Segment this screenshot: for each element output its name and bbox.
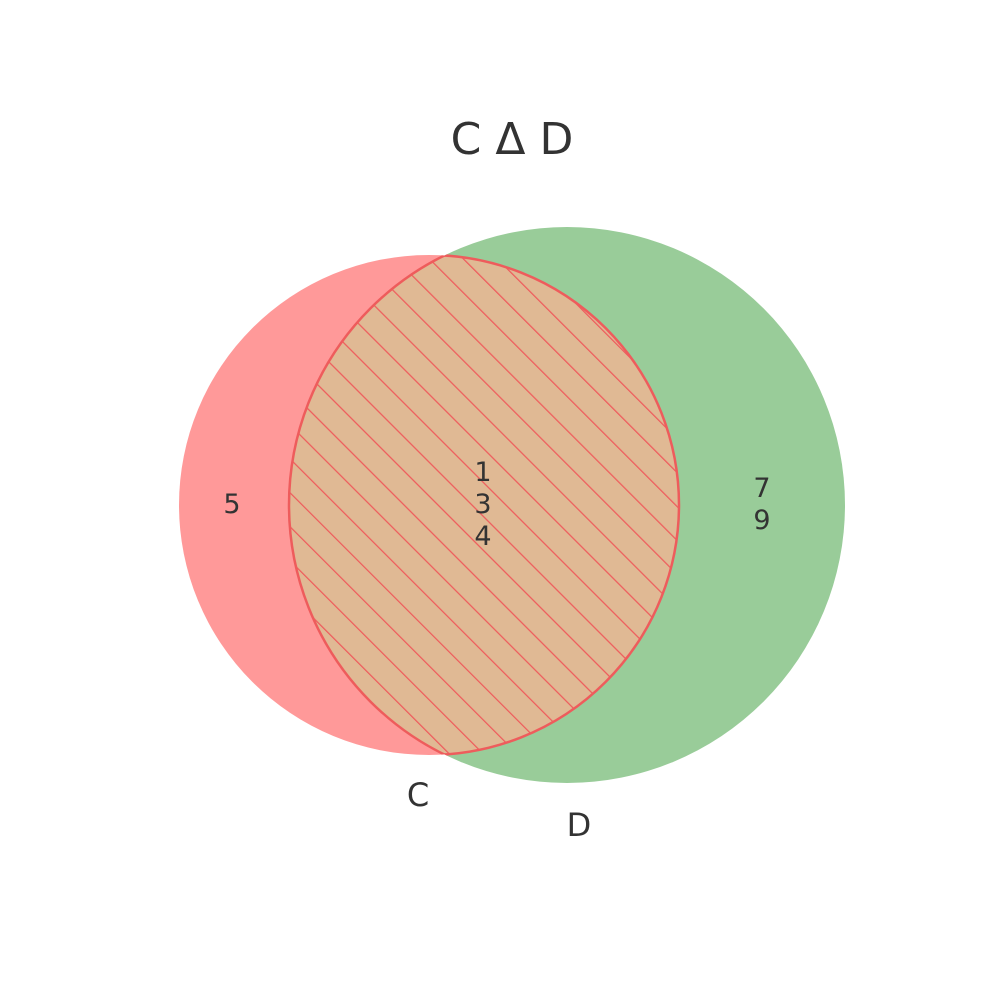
only-c-element: 5 xyxy=(223,489,240,520)
intersection-outline-d xyxy=(287,255,679,755)
set-d-label: D xyxy=(567,806,592,844)
only-d-element: 9 xyxy=(753,505,770,536)
only-d-element: 7 xyxy=(753,473,770,504)
set-c-label: C xyxy=(407,776,429,814)
intersection-element: 3 xyxy=(474,489,491,520)
diagram-title: C Δ D xyxy=(451,114,574,165)
intersection-element: 1 xyxy=(474,457,491,488)
intersection-element: 4 xyxy=(474,521,491,552)
